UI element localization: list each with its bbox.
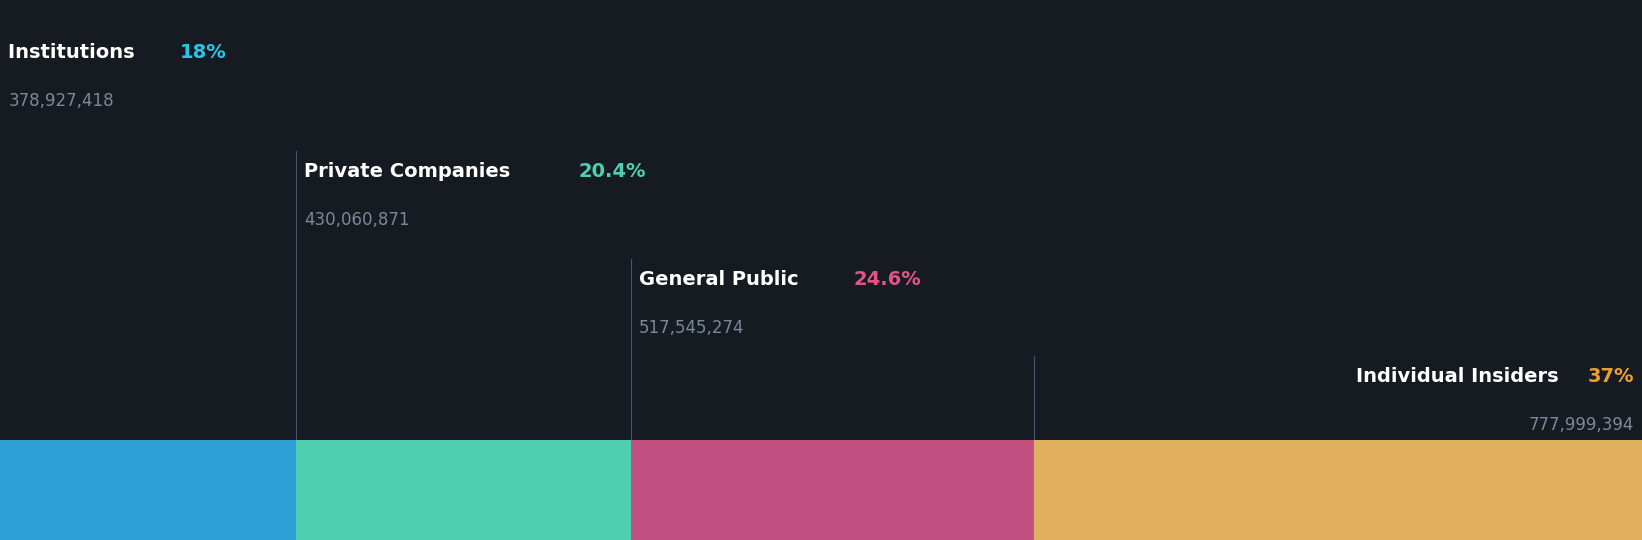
Text: Private Companies: Private Companies [304,162,517,181]
Text: Institutions: Institutions [8,43,141,62]
Text: Individual Insiders: Individual Insiders [1356,367,1565,386]
Text: 24.6%: 24.6% [854,270,921,289]
Bar [1034,440,1642,540]
Bar [0,440,296,540]
Text: 37%: 37% [1588,367,1634,386]
Bar [296,440,631,540]
Text: 18%: 18% [181,43,227,62]
Text: 777,999,394: 777,999,394 [1529,416,1634,434]
Text: 517,545,274: 517,545,274 [639,319,744,336]
Text: 430,060,871: 430,060,871 [304,211,409,228]
Text: General Public: General Public [639,270,805,289]
Text: 20.4%: 20.4% [578,162,645,181]
Bar [631,440,1034,540]
Text: 378,927,418: 378,927,418 [8,92,113,110]
